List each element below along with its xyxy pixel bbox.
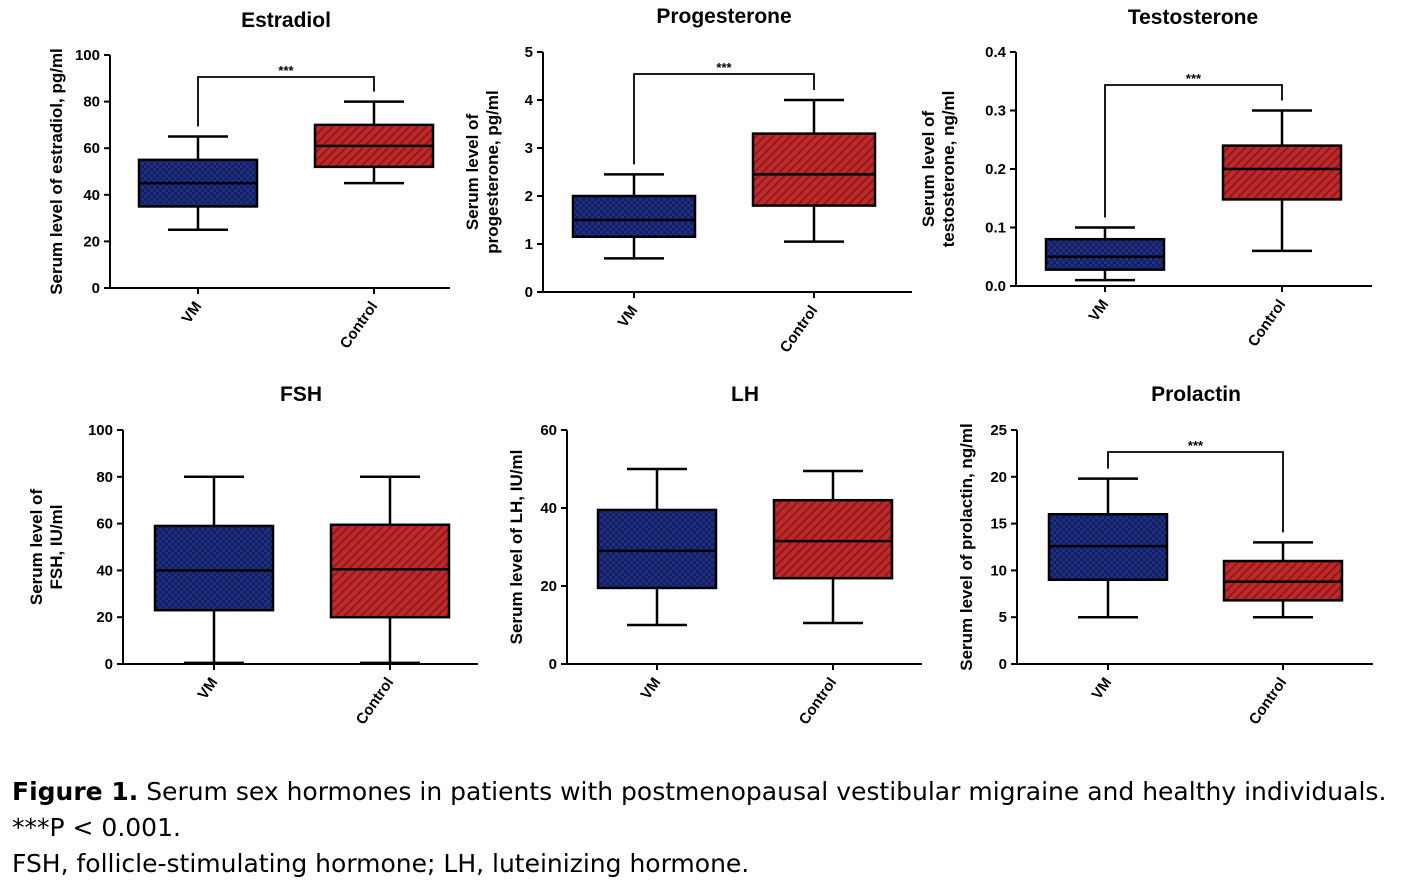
figure-charts: Estradiol Serum level of estradiol, pg/ml… (27, 5, 1373, 728)
chart-title: Prolactin (1151, 383, 1241, 406)
y-tick-label: 100 (88, 422, 113, 439)
significance-bracket (1104, 84, 1283, 218)
y-tick-label: 20 (96, 609, 113, 626)
x-category-label: Control (353, 675, 398, 728)
significance-label: *** (716, 60, 732, 75)
x-category-label: Control (777, 303, 822, 356)
x-category-label: Control (1245, 297, 1290, 350)
y-tick-label: 80 (83, 94, 100, 111)
chart-panel-lh: LH Serum level of LH, IU/ml 0 20 40 60 VM Contr… (507, 383, 922, 728)
box-vm (1044, 237, 1166, 271)
y-tick-label: 0 (525, 284, 533, 301)
y-tick-label: 3 (525, 140, 533, 157)
box-control (329, 523, 451, 619)
y-tick-label: 0 (999, 656, 1007, 673)
y-tick-label: 10 (990, 562, 1007, 579)
chart-title: Progesterone (656, 5, 791, 28)
chart-panel-estradiol: Estradiol Serum level of estradiol, pg/ml… (47, 9, 450, 352)
box-vm (571, 194, 697, 239)
y-tick-label: 0.2 (985, 161, 1006, 178)
y-axis-label: progesterone, pg/ml (483, 90, 502, 253)
y-tick-label: 40 (96, 562, 113, 579)
x-category-label: VM (1085, 297, 1112, 325)
significance-bracket (633, 73, 815, 165)
figure-caption: Figure 1. Serum sex hormones in patients… (12, 774, 1404, 882)
significance-label: *** (278, 63, 294, 78)
y-tick-label: 2 (525, 188, 533, 205)
y-tick-label: 0.3 (985, 103, 1006, 120)
significance-label: *** (1188, 438, 1204, 453)
y-tick-label: 0 (92, 280, 100, 297)
y-axis-label: FSH, IU/ml (47, 504, 66, 589)
y-tick-label: 40 (540, 500, 557, 517)
significance-bracket (1107, 451, 1284, 533)
y-axis-label: Serum level of prolactin, ng/ml (957, 423, 976, 671)
box-control (772, 498, 894, 580)
caption-line-1: Figure 1. Serum sex hormones in patients… (12, 774, 1404, 810)
y-tick-label: 5 (525, 44, 533, 61)
box-vm (596, 508, 718, 590)
caption-label: Figure 1. (12, 777, 139, 806)
y-tick-label: 0 (105, 656, 113, 673)
y-tick-label: 20 (83, 233, 100, 250)
caption-note: ***P < 0.001. (12, 813, 181, 842)
y-axis-label: Serum level of (27, 489, 46, 606)
y-axis-label: Serum level of (463, 114, 482, 231)
chart-title: FSH (280, 383, 322, 406)
caption-abbreviations: FSH, follicle-stimulating hormone; LH, l… (12, 849, 750, 878)
y-tick-label: 80 (96, 469, 113, 486)
chart-title: Estradiol (241, 9, 331, 32)
chart-panel-testosterone: Testosterone Serum level of testosterone, … (919, 6, 1372, 350)
significance-label: *** (1186, 71, 1202, 86)
y-tick-label: 20 (990, 469, 1007, 486)
chart-panel-fsh: FSH Serum level of FSH, IU/ml 0 20 40 60 80 100 V… (27, 383, 478, 728)
box-control (751, 132, 877, 207)
y-axis-label: Serum level of LH, IU/ml (507, 450, 526, 645)
y-tick-label: 4 (525, 92, 534, 109)
x-category-label: Control (1246, 675, 1291, 728)
y-axis-label: testosterone, ng/ml (939, 91, 958, 248)
box-control (1221, 144, 1343, 201)
chart-title: LH (731, 383, 759, 406)
y-tick-label: 15 (990, 516, 1007, 533)
chart-title: Testosterone (1128, 6, 1258, 29)
y-tick-label: 60 (540, 422, 557, 439)
y-tick-label: 60 (83, 140, 100, 157)
significance-bracket (197, 76, 375, 127)
x-category-label: Control (796, 675, 841, 728)
x-category-label: VM (178, 299, 205, 327)
y-tick-label: 25 (990, 422, 1007, 439)
x-category-label: Control (337, 299, 382, 352)
y-tick-label: 60 (96, 516, 113, 533)
caption-text: Serum sex hormones in patients with post… (146, 777, 1387, 806)
x-category-label: VM (194, 675, 221, 703)
y-tick-label: 100 (75, 47, 100, 64)
x-category-label: VM (614, 303, 641, 331)
y-tick-label: 0.4 (985, 44, 1007, 61)
y-tick-label: 5 (999, 609, 1007, 626)
y-tick-label: 20 (540, 578, 557, 595)
chart-panel-prolactin: Prolactin Serum level of prolactin, ng/ml… (957, 383, 1373, 728)
y-tick-label: 0 (549, 656, 557, 673)
y-tick-label: 1 (525, 236, 533, 253)
x-category-label: VM (637, 675, 664, 703)
y-axis-label: Serum level of (919, 111, 938, 228)
y-tick-label: 40 (83, 187, 100, 204)
x-category-label: VM (1088, 675, 1115, 703)
chart-panel-progesterone: Progesterone Serum level of progesterone, … (463, 5, 912, 356)
box-vm (153, 524, 275, 612)
y-axis-label: Serum level of estradiol, pg/ml (47, 48, 66, 295)
y-tick-label: 0.1 (985, 220, 1006, 237)
y-tick-label: 0.0 (985, 278, 1006, 295)
